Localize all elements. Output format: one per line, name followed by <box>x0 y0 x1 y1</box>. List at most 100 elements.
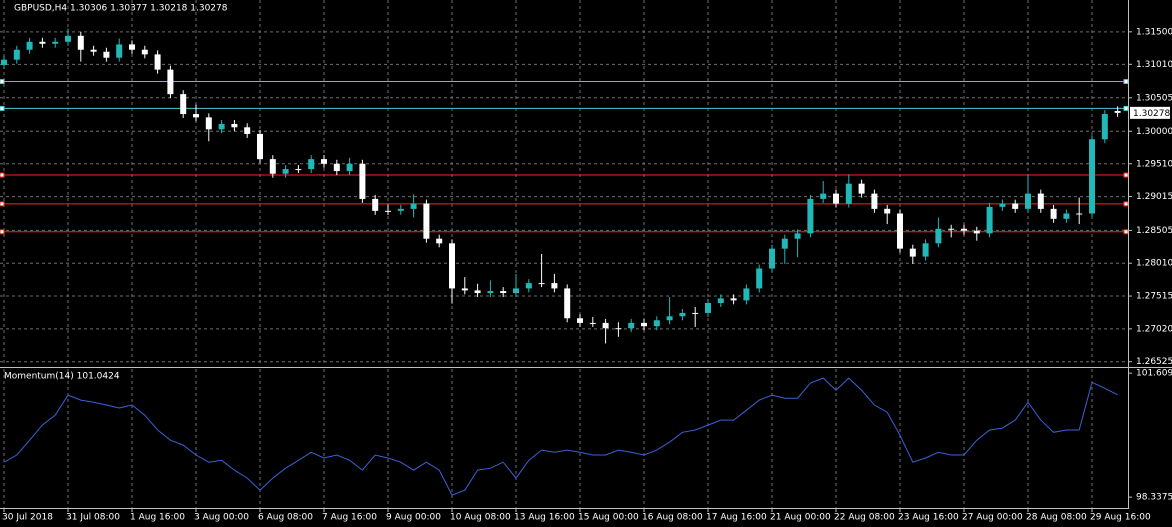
candle-body <box>692 312 699 314</box>
candle-body <box>986 206 993 234</box>
x-tick-label: 7 Aug 16:00 <box>322 513 377 523</box>
candle-body <box>90 49 97 52</box>
level-handle <box>1123 229 1129 235</box>
x-tick-label: 31 Jul 08:00 <box>66 513 120 523</box>
candle-body <box>666 316 673 321</box>
candle-body <box>589 322 596 324</box>
candle-body <box>922 243 929 257</box>
candle-body <box>717 298 724 304</box>
candle-body <box>1037 193 1044 209</box>
candle-body <box>794 233 801 239</box>
candle-body <box>52 41 59 44</box>
x-tick-label: 6 Aug 08:00 <box>258 513 313 523</box>
candle-body <box>282 169 289 174</box>
candle-body <box>730 298 737 301</box>
candle-body <box>807 198 814 234</box>
candle-body <box>653 320 660 327</box>
candle-body <box>1012 203 1019 209</box>
level-handle <box>1123 105 1129 111</box>
level-handle <box>0 172 5 178</box>
candle-body <box>551 283 558 289</box>
candle-body <box>449 243 455 289</box>
candle-body <box>961 228 967 231</box>
candle-body <box>538 283 545 285</box>
candle-body <box>577 318 583 323</box>
candle-body <box>769 248 775 269</box>
x-tick-label: 1 Aug 16:00 <box>130 513 185 523</box>
candle-body <box>602 322 609 329</box>
candle-body <box>1050 208 1057 219</box>
y-tick-label: 1.30000 <box>1136 127 1172 137</box>
price-label-box <box>1130 106 1170 119</box>
x-tick-label: 29 Aug 16:00 <box>1090 513 1151 523</box>
candle-body <box>897 213 903 249</box>
candle-body <box>833 193 839 204</box>
candle-body <box>500 291 507 294</box>
candle-body <box>346 163 353 172</box>
candle-body <box>244 127 251 134</box>
candle-body <box>1101 114 1108 140</box>
candle-body <box>973 230 980 234</box>
candle-body <box>359 163 366 199</box>
x-tick-label: 15 Aug 00:00 <box>578 513 639 523</box>
candle-body <box>615 328 622 330</box>
candle-body <box>257 133 263 160</box>
candle-body <box>397 208 404 211</box>
level-handle <box>0 201 5 207</box>
candle-body <box>641 322 647 327</box>
x-tick-label: 17 Aug 16:00 <box>706 513 767 523</box>
level-handle <box>1123 201 1129 207</box>
candle-body <box>1089 139 1095 214</box>
x-tick-label: 23 Aug 16:00 <box>898 513 959 523</box>
grid <box>0 0 1128 508</box>
candle-body <box>743 288 750 301</box>
candle-body <box>269 159 276 174</box>
indicator-line <box>3 377 1118 496</box>
candle-body <box>436 238 443 244</box>
level-handle <box>1123 172 1129 178</box>
candle-body <box>756 268 763 289</box>
y-tick-label: 1.26525 <box>1136 357 1172 367</box>
x-tick-label: 16 Aug 08:00 <box>642 513 703 523</box>
candle-body <box>461 288 468 291</box>
candle-body <box>781 238 788 249</box>
candle-body <box>935 228 942 244</box>
y-tick-label: 1.28505 <box>1136 226 1172 236</box>
candle-body <box>487 291 494 294</box>
candle-body <box>308 159 315 170</box>
candle-body <box>65 35 71 42</box>
level-handle <box>1123 79 1129 85</box>
candle-body <box>909 248 916 257</box>
x-tick-label: 9 Aug 00:00 <box>386 513 441 523</box>
x-tick-label: 21 Aug 00:00 <box>770 513 831 523</box>
candle-body <box>628 322 635 329</box>
candle-body <box>525 283 532 289</box>
x-tick-label: 28 Aug 08:00 <box>1026 513 1087 523</box>
candle-body <box>116 44 123 58</box>
y-tick-label: 1.27515 <box>1136 292 1172 302</box>
candle-body <box>948 228 955 230</box>
price-label: 1.30278 <box>1133 109 1170 119</box>
candle-body <box>474 290 481 294</box>
y-tick-label: 1.27020 <box>1136 324 1172 334</box>
y-tick-label: 1.31010 <box>1136 60 1172 70</box>
candle-body <box>372 198 379 211</box>
candle-body <box>884 208 891 214</box>
candle-body <box>999 203 1006 207</box>
y-tick-label: 98.3375 <box>1136 493 1172 503</box>
candle-body <box>1076 213 1083 215</box>
x-tick-label: 22 Aug 08:00 <box>834 513 895 523</box>
candle-body <box>1114 110 1121 113</box>
candle-body <box>679 312 686 317</box>
candle-body <box>820 193 827 199</box>
x-tick-label: 10 Aug 08:00 <box>450 513 511 523</box>
candle-body <box>13 49 20 60</box>
chart-title: GBPUSD,H4 1.30306 1.30377 1.30218 1.3027… <box>14 4 228 14</box>
candle-body <box>103 51 110 58</box>
candle-body <box>180 94 187 115</box>
candle-body <box>858 183 865 194</box>
candle-body <box>385 210 391 212</box>
